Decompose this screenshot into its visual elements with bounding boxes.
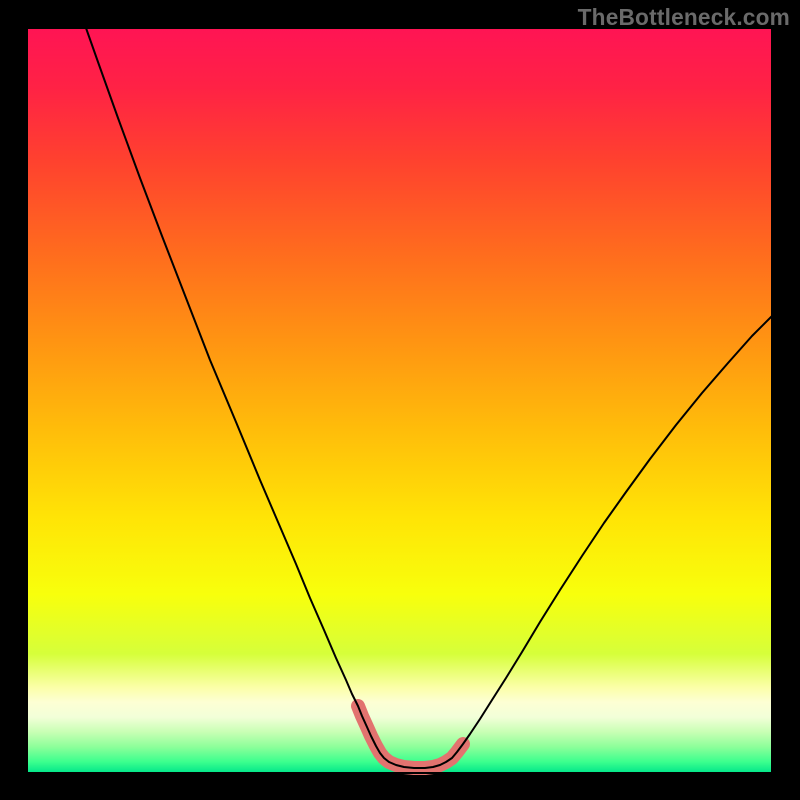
chart-svg <box>0 0 800 800</box>
plot-background <box>27 28 772 773</box>
bottleneck-chart: TheBottleneck.com <box>0 0 800 800</box>
